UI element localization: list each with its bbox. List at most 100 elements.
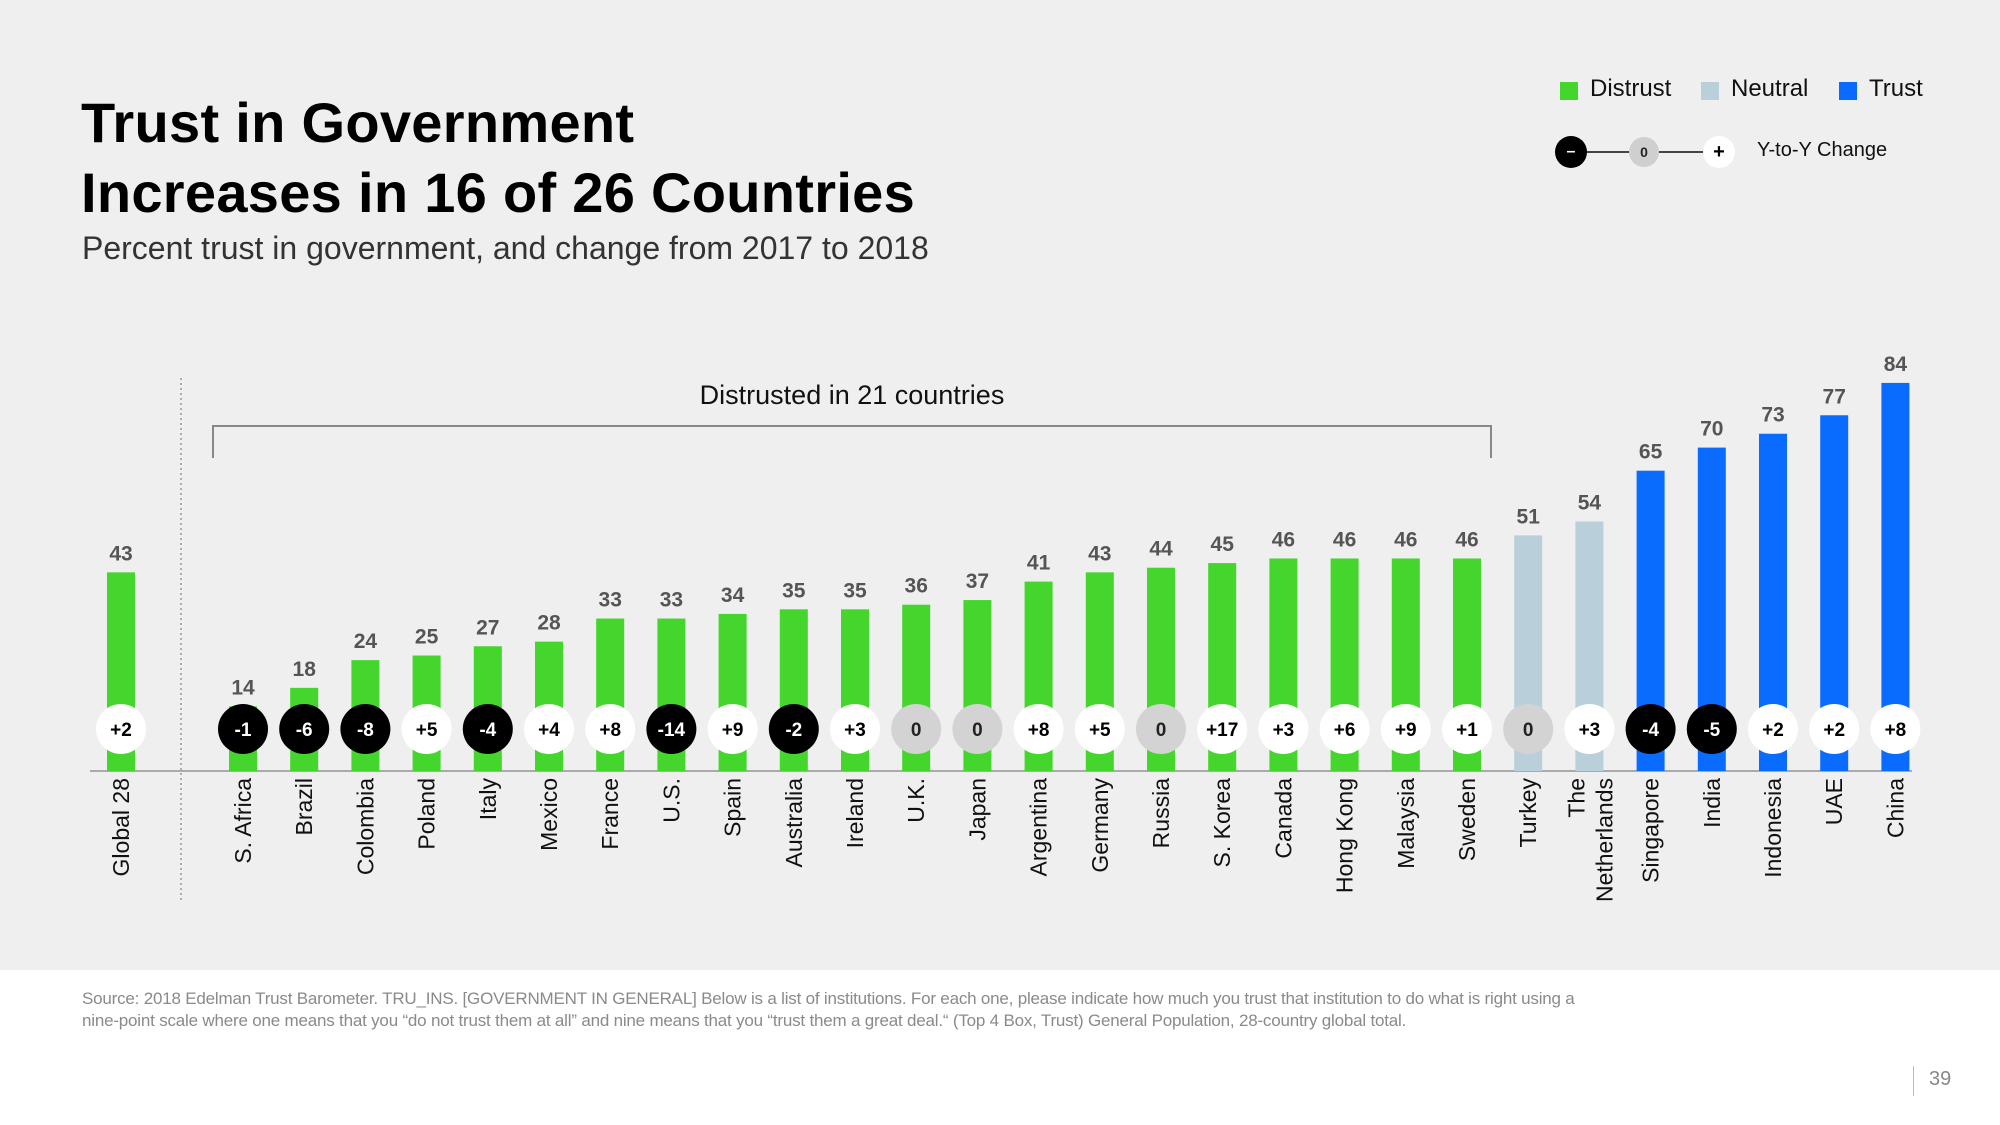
category-label-sweden: Sweden: [1454, 778, 1480, 861]
category-label-s-africa: S. Africa: [230, 778, 256, 864]
distrust-bracket: [212, 425, 1492, 458]
value-label-malaysia: 46: [1394, 528, 1417, 551]
change-label-singapore: -4: [1642, 720, 1659, 741]
category-label-singapore: Singapore: [1638, 778, 1664, 883]
legend-swatch-distrust: [1560, 82, 1578, 100]
value-label-mexico: 28: [537, 612, 561, 635]
value-label-hong-kong: 46: [1333, 528, 1356, 551]
change-label-spain: +9: [722, 720, 744, 741]
change-dot-sweden: [1442, 704, 1492, 754]
legend-swatch-trust: [1839, 82, 1857, 100]
yoy-zero-dot: 0: [1629, 137, 1659, 167]
change-dot-colombia: [340, 704, 391, 754]
value-label-ireland: 35: [843, 579, 867, 602]
value-label-japan: 37: [966, 570, 989, 593]
change-dot-australia: [768, 704, 819, 754]
change-dot-argentina: [1013, 704, 1064, 754]
category-label-france: France: [597, 778, 623, 850]
slide-footer: Source: 2018 Edelman Trust Barometer. TR…: [0, 970, 2000, 1125]
change-label-russia: 0: [1156, 720, 1167, 741]
source-note: Source: 2018 Edelman Trust Barometer. TR…: [82, 989, 1575, 1030]
legend-label-distrust: Distrust: [1590, 75, 1672, 102]
yoy-legend-label: Y-to-Y Change: [1757, 139, 1888, 161]
category-label-uae: UAE: [1821, 778, 1847, 825]
change-label-germany: +5: [1089, 720, 1111, 741]
change-label-uae: +2: [1823, 720, 1845, 741]
change-dot-italy: [462, 704, 513, 754]
change-label-poland: +5: [416, 720, 438, 741]
change-label-italy: -4: [479, 720, 496, 741]
yoy-minus-dot: –: [1555, 136, 1587, 168]
change-label-canada: +3: [1273, 720, 1295, 741]
change-label-indonesia: +2: [1762, 720, 1784, 741]
change-dot-singapore: [1625, 704, 1676, 754]
change-label-sweden: +1: [1456, 720, 1478, 741]
change-dot-canada: [1258, 704, 1309, 754]
change-label-malaysia: +9: [1395, 720, 1417, 741]
change-dot-mexico: [524, 704, 574, 754]
change-label-ireland: +3: [844, 720, 866, 741]
category-label-colombia: Colombia: [352, 778, 378, 875]
change-label-u-k: 0: [911, 720, 922, 741]
bracket-label: Distrusted in 21 countries: [700, 380, 1005, 410]
value-label-china: 84: [1884, 353, 1908, 376]
change-dot-germany: [1074, 704, 1125, 754]
value-label-indonesia: 73: [1761, 404, 1784, 427]
change-dot-russia: [1136, 704, 1186, 754]
change-dot-turkey: [1503, 704, 1554, 754]
legend-label-trust: Trust: [1869, 75, 1923, 102]
change-label-s-korea: +17: [1206, 720, 1238, 741]
change-dot-brazil: [279, 704, 330, 754]
category-label-s-korea: S. Korea: [1209, 778, 1235, 868]
trust-bar-chart: Distrusted in 21 countries 43 +2 Global 28…: [90, 353, 1921, 902]
value-label-turkey: 51: [1517, 505, 1541, 528]
value-label-india: 70: [1700, 418, 1723, 441]
change-label-hong-kong: +6: [1334, 720, 1356, 741]
yoy-change-legend: – 0 + Y-to-Y Change: [1555, 134, 1995, 170]
change-dot-india: [1686, 704, 1737, 754]
value-label-uae: 77: [1823, 385, 1846, 408]
change-dot-u-s: [646, 704, 697, 754]
change-label-u-s: -14: [658, 720, 686, 741]
yoy-plus-dot: +: [1703, 136, 1735, 168]
category-label-india: India: [1699, 778, 1725, 828]
change-dot-s-africa: [218, 704, 268, 754]
category-label-global-28: Global 28: [108, 778, 134, 876]
slide-main: Trust in Government Increases in 16 of 2…: [81, 75, 1995, 903]
change-label-france: +8: [599, 720, 621, 741]
value-label-poland: 25: [415, 626, 439, 649]
value-label-u-s: 33: [660, 589, 683, 612]
category-label-indonesia: Indonesia: [1760, 778, 1786, 878]
value-label-australia: 35: [782, 579, 806, 602]
change-dot-u-k: [891, 704, 942, 754]
change-label-australia: -2: [785, 720, 802, 741]
value-label-argentina: 41: [1027, 552, 1051, 575]
change-dot-uae: [1809, 704, 1860, 754]
value-label-u-k: 36: [905, 575, 928, 598]
legend-label-neutral: Neutral: [1731, 75, 1809, 102]
category-label-the-netherlands: TheNetherlands: [1563, 778, 1617, 902]
change-label-turkey: 0: [1523, 720, 1534, 741]
change-dot-ireland: [830, 704, 880, 754]
category-label-u-s: U.S.: [658, 778, 684, 823]
change-dot-malaysia: [1380, 704, 1431, 754]
category-label-australia: Australia: [781, 778, 807, 868]
change-label-colombia: -8: [357, 720, 374, 741]
change-dot-global-28: [96, 704, 146, 754]
change-dot-spain: [707, 704, 758, 754]
value-label-germany: 43: [1088, 542, 1111, 565]
legend-swatch-neutral: [1701, 82, 1719, 100]
category-label-canada: Canada: [1270, 778, 1296, 859]
category-label-poland: Poland: [414, 778, 440, 850]
change-dot-poland: [401, 704, 452, 754]
category-label-ireland: Ireland: [842, 778, 868, 848]
value-label-france: 33: [599, 589, 622, 612]
change-dot-hong-kong: [1319, 704, 1370, 754]
change-label-japan: 0: [972, 720, 983, 741]
change-label-the-netherlands: +3: [1579, 720, 1601, 741]
change-dot-france: [585, 704, 636, 754]
change-dot-china: [1870, 704, 1921, 754]
category-label-china: China: [1882, 778, 1908, 838]
value-label-colombia: 24: [354, 630, 378, 653]
value-label-singapore: 65: [1639, 441, 1663, 464]
